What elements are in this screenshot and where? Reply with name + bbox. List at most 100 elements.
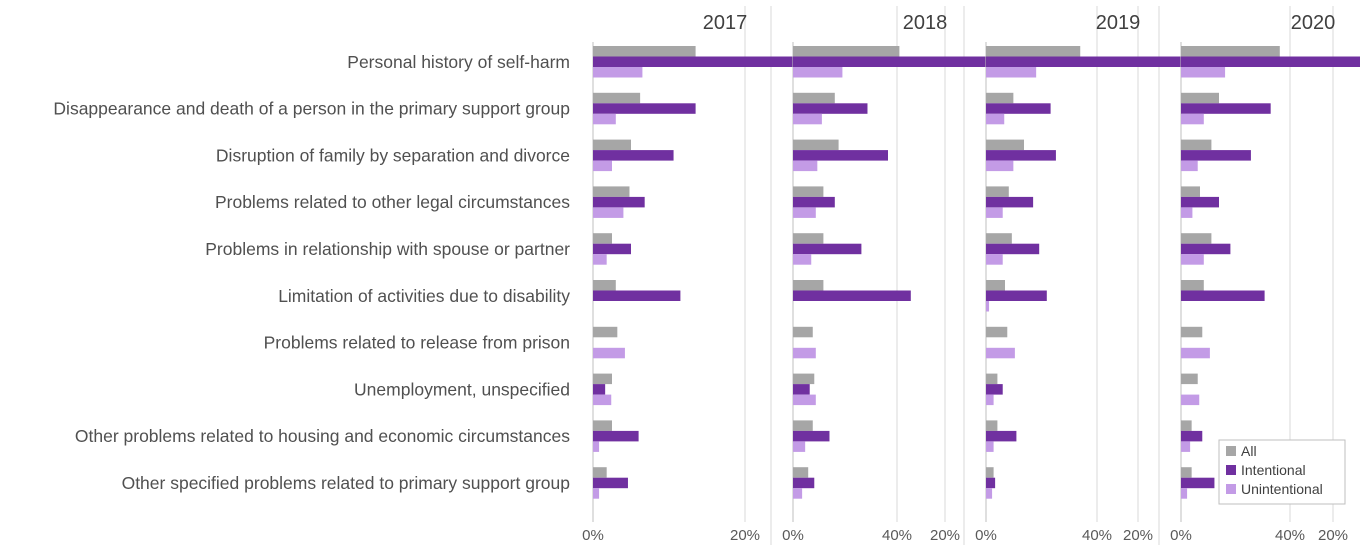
- legend-swatch-all: [1226, 446, 1236, 456]
- bar-all: [986, 280, 1005, 291]
- bar-all: [986, 326, 1008, 338]
- bar-all: [1181, 92, 1219, 104]
- bar-intentional: [986, 477, 996, 489]
- bar-unintentional: [593, 160, 612, 172]
- bar-unintentional: [1181, 207, 1193, 218]
- bar-intentional: [793, 56, 1058, 67]
- facet-title: 2020: [1291, 12, 1336, 34]
- category-label: Problems related to other legal circumst…: [215, 192, 570, 212]
- bar-intentional: [1181, 290, 1265, 301]
- bar-unintentional: [793, 441, 806, 452]
- bar-all: [1181, 373, 1198, 385]
- bar-unintentional: [986, 347, 1015, 359]
- legend-label-all: All: [1241, 443, 1257, 459]
- bar-all: [1181, 233, 1212, 244]
- bar-unintentional: [793, 347, 816, 359]
- bar-unintentional: [793, 207, 816, 218]
- bar-intentional: [986, 430, 1017, 442]
- bar-intentional: [986, 243, 1040, 255]
- bar-unintentional: [593, 347, 625, 359]
- facet-2019: 2019 0% 20% 40%: [975, 6, 1305, 544]
- bar-all: [593, 46, 696, 57]
- bar-unintentional: [593, 488, 600, 499]
- bar-unintentional: [986, 301, 990, 312]
- x-tick-label: 40%: [1275, 527, 1305, 544]
- bar-all: [593, 467, 607, 478]
- x-tick-label: 40%: [1082, 527, 1112, 544]
- legend: All Intentional Unintentional: [1218, 439, 1346, 505]
- bar-unintentional: [593, 207, 624, 218]
- bar-intentional: [793, 150, 888, 161]
- bar-intentional: [593, 243, 631, 255]
- bar-all: [986, 373, 998, 385]
- bar-intentional: [986, 103, 1051, 114]
- bar-all: [986, 186, 1009, 197]
- bar-unintentional: [1181, 160, 1198, 172]
- bar-unintentional: [793, 394, 816, 406]
- x-tick-label: 20%: [730, 527, 760, 544]
- bar-all: [793, 326, 813, 338]
- x-tick-label: 20%: [1123, 527, 1153, 544]
- bar-all: [793, 467, 809, 478]
- bar-intentional: [593, 196, 645, 208]
- bar-unintentional: [1181, 394, 1200, 406]
- bar-unintentional: [593, 394, 612, 406]
- bar-unintentional: [1181, 254, 1204, 265]
- facet-2020: 2020 0% 20% 40%: [1170, 6, 1360, 544]
- facet-2017: 2017 0% 20% 40%: [582, 6, 912, 544]
- x-tick-label: 0%: [782, 527, 804, 544]
- bar-intentional: [793, 290, 911, 301]
- bar-all: [593, 92, 641, 104]
- bar-unintentional: [1181, 347, 1210, 359]
- bar-all: [986, 420, 998, 431]
- category-label: Other problems related to housing and ec…: [75, 426, 570, 446]
- bar-intentional: [593, 56, 850, 67]
- bar-unintentional: [986, 113, 1005, 125]
- legend-swatch-intentional: [1226, 465, 1236, 475]
- bar-all: [986, 46, 1081, 57]
- bar-intentional: [593, 290, 681, 301]
- bar-all: [986, 92, 1014, 104]
- bar-unintentional: [593, 67, 643, 78]
- bar-intentional: [986, 56, 1201, 67]
- facet-2018: 2018 0% 20% 40%: [782, 6, 1112, 544]
- legend-box: [1218, 439, 1346, 505]
- bar-intentional: [1181, 56, 1360, 67]
- category-label: Limitation of activities due to disabili…: [278, 286, 570, 306]
- bar-intentional: [793, 384, 810, 395]
- bar-all: [793, 280, 824, 291]
- bar-intentional: [593, 150, 674, 161]
- bar-intentional: [593, 384, 606, 395]
- bar-intentional: [1181, 103, 1271, 114]
- bar-intentional: [793, 430, 830, 442]
- bar-unintentional: [986, 441, 994, 452]
- x-tick-label: 20%: [1318, 527, 1348, 544]
- bar-all: [1181, 139, 1212, 151]
- bar-all: [1181, 420, 1192, 431]
- bar-intentional: [986, 150, 1056, 161]
- x-tick-label: 0%: [582, 527, 604, 544]
- bar-all: [793, 373, 815, 385]
- bar-intentional: [793, 103, 868, 114]
- bar-unintentional: [793, 254, 812, 265]
- bar-unintentional: [986, 207, 1003, 218]
- category-label: Disruption of family by separation and d…: [216, 145, 570, 165]
- bar-all: [593, 139, 631, 151]
- bar-all: [593, 233, 612, 244]
- x-tick-label: 40%: [882, 527, 912, 544]
- bar-all: [593, 420, 612, 431]
- bar-intentional: [593, 477, 628, 489]
- bar-intentional: [593, 430, 639, 442]
- bar-unintentional: [986, 160, 1014, 172]
- bar-all: [593, 280, 616, 291]
- bar-all: [986, 139, 1024, 151]
- bar-all: [793, 46, 900, 57]
- bar-intentional: [986, 196, 1034, 208]
- bar-all: [593, 326, 618, 338]
- bar-all: [1181, 280, 1204, 291]
- bar-all: [1181, 186, 1200, 197]
- legend-label-intentional: Intentional: [1241, 462, 1306, 478]
- category-label: Problems in relationship with spouse or …: [205, 239, 570, 259]
- x-tick-label: 0%: [975, 527, 997, 544]
